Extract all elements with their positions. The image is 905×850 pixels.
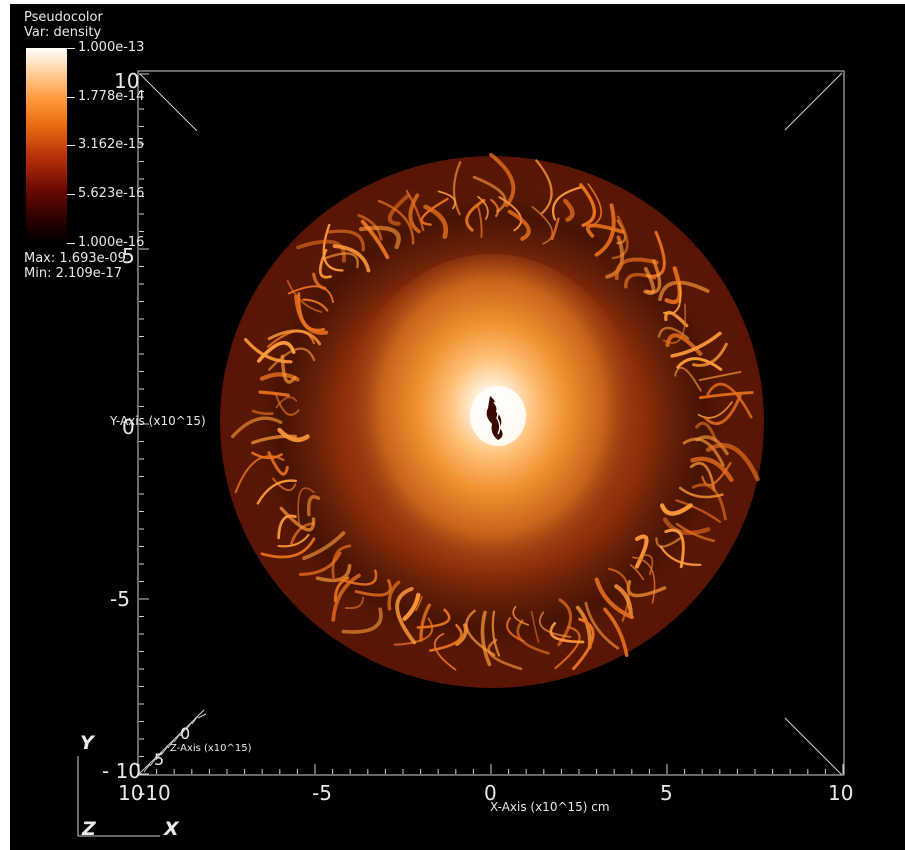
min-label: Min: 2.109e-17 [24,266,123,281]
colorbar-tick-label: 3.162e-15 [78,137,145,152]
x-axis-title: X-Axis (x10^15) cm [490,800,610,814]
colorbar-tick [67,194,75,195]
triad-y-label: Y [80,732,94,754]
x-tick-label: -5 [312,781,332,805]
color-bar [26,48,67,243]
max-label: Max: 1.693e-09 [24,251,126,266]
x-tick-label: 10 [118,781,144,805]
colorbar-tick [67,243,75,244]
plot-type-label: Pseudocolor [24,10,103,25]
variable-label: Var: density [24,25,102,40]
y-tick-label: - 10 [102,759,142,783]
colorbar-tick [67,145,75,146]
x-tick-label: 0 [484,781,497,805]
y-tick-label: 10 [114,69,140,93]
x-tick-label: 5 [660,781,673,805]
triad-x-label: X [164,818,179,840]
z-axis-title: Z-Axis (x10^15) [170,743,252,754]
axis-triad [77,756,160,837]
triad-z-label: Z [82,818,96,840]
colorbar-tick-label: 1.000e-16 [78,235,145,250]
colorbar-tick-label: 5.623e-16 [78,186,145,201]
colorbar-tick-label: 1.778e-14 [78,89,145,104]
colorbar-tick [67,48,75,49]
filament-ring [231,152,760,671]
render-viewport[interactable]: Pseudocolor Var: density 1.000e-13 1.778… [10,4,905,850]
y-tick-label: 5 [122,244,135,268]
y-axis-title: Y-Axis (x10^15) [110,414,206,428]
colorbar-tick-label: 1.000e-13 [78,40,145,55]
z-tick-label: 0 [180,724,191,743]
x-tick-label: -10 [138,781,171,805]
x-tick-label: 10 [828,781,854,805]
x-axis-ticks [138,764,844,774]
density-render [77,70,845,837]
central-clump [486,396,503,440]
y-tick-label: 0 [122,415,135,439]
z-tick-label: 5 [154,750,165,769]
y-axis-ticks [139,73,149,775]
y-tick-label: -5 [110,587,130,611]
colorbar-tick [67,97,75,98]
bounding-box [137,70,845,776]
z-axis-ticks [138,709,207,775]
